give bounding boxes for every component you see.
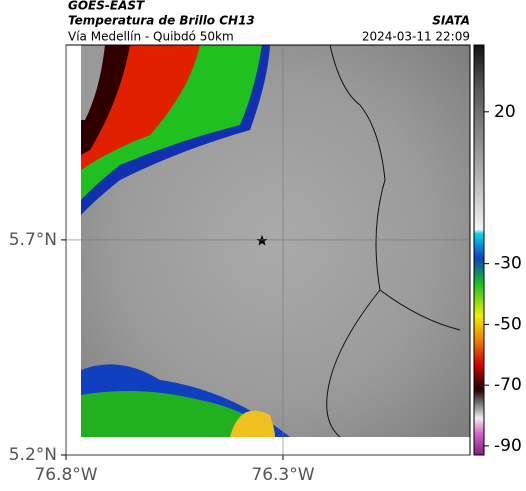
colorbar-tick-label: 20: [494, 102, 516, 122]
x-tick-label: 76.8°W: [34, 465, 97, 485]
subtitle: Vía Medellín - Quibdó 50km: [68, 30, 234, 44]
datetime: 2024-03-11 22:09: [362, 30, 470, 44]
org: SIATA: [432, 14, 470, 28]
colorbar: [473, 44, 485, 456]
colorbar-tick-label: -90: [494, 436, 522, 456]
x-tick-label: 76.3°W: [251, 465, 314, 485]
y-tick-label: 5.2°N: [9, 445, 57, 465]
source: GOES-EAST: [68, 0, 145, 13]
satellite-image: [81, 44, 470, 438]
location-marker: [256, 235, 268, 246]
title: Temperatura de Brillo CH13: [68, 14, 255, 28]
colorbar-tick-label: -30: [494, 254, 522, 274]
colorbar-tick-label: -50: [494, 314, 522, 334]
colorbar-tick-label: -70: [494, 375, 522, 395]
y-tick-label: 5.7°N: [9, 230, 57, 250]
